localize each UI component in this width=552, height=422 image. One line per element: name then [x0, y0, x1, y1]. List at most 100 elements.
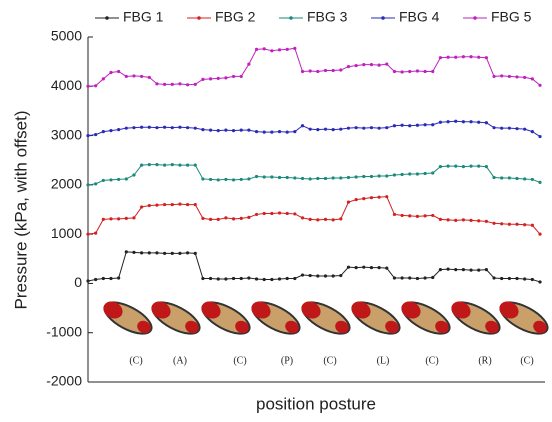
data-point: [454, 268, 458, 272]
data-point: [201, 128, 205, 132]
data-point: [185, 83, 190, 87]
data-point: [109, 178, 113, 182]
data-point: [178, 202, 182, 206]
y-tick-label: -1000: [46, 323, 82, 339]
data-point: [385, 126, 389, 130]
data-point: [101, 217, 105, 221]
data-point: [523, 75, 527, 80]
data-point: [369, 126, 374, 130]
data-point: [185, 163, 190, 167]
data-point: [247, 276, 251, 280]
data-point: [454, 164, 458, 168]
data-point: [354, 198, 358, 202]
data-point: [231, 74, 236, 79]
data-point: [247, 177, 251, 181]
data-point: [538, 232, 542, 236]
data-point: [415, 69, 420, 73]
insole-images: [98, 295, 552, 341]
data-point: [362, 197, 366, 201]
data-point: [132, 126, 136, 130]
data-point: [262, 130, 266, 134]
legend-label: FBG 2: [215, 9, 256, 25]
data-point: [400, 123, 404, 127]
data-point: [109, 217, 113, 221]
data-point: [101, 77, 105, 81]
posture-label: (C): [129, 355, 142, 366]
data-point: [201, 216, 205, 220]
data-point: [216, 76, 220, 80]
data-point: [323, 68, 328, 73]
data-point: [408, 214, 412, 218]
data-point: [124, 126, 128, 130]
legend-marker: [197, 16, 201, 20]
data-point: [461, 218, 465, 222]
data-point: [538, 83, 542, 87]
data-point: [523, 277, 527, 281]
data-point: [507, 276, 511, 281]
data-point: [323, 176, 328, 181]
data-point: [86, 84, 90, 88]
data-point: [469, 55, 473, 59]
data-point: [277, 130, 282, 134]
data-point: [492, 221, 496, 225]
data-point: [132, 216, 136, 220]
data-point: [339, 127, 343, 131]
data-point: [523, 223, 527, 227]
x-axis-label: position posture: [256, 394, 376, 413]
data-point: [147, 203, 151, 208]
data-point: [538, 280, 542, 284]
data-point: [94, 277, 98, 282]
data-point: [140, 125, 144, 129]
data-point: [147, 75, 151, 80]
data-point: [163, 82, 167, 86]
y-axis-label: Pressure (kPa, with offset): [11, 110, 30, 309]
y-tick-label: 1000: [51, 225, 82, 241]
data-point: [477, 219, 481, 223]
data-point: [469, 268, 473, 272]
y-tick-label: 5000: [51, 28, 82, 44]
data-point: [101, 130, 105, 134]
data-point: [346, 200, 351, 204]
data-point: [408, 124, 412, 128]
data-point: [477, 164, 481, 168]
data-point: [354, 175, 358, 179]
data-point: [423, 214, 427, 218]
data-point: [262, 175, 266, 179]
data-point: [270, 175, 274, 179]
y-tick-label: -2000: [46, 373, 82, 389]
data-point: [385, 195, 389, 199]
data-point: [346, 175, 351, 180]
data-point: [316, 69, 320, 74]
data-point: [155, 126, 159, 130]
data-point: [270, 49, 274, 53]
data-point: [431, 171, 435, 175]
data-point: [530, 77, 534, 81]
y-tick-label: 3000: [51, 126, 82, 142]
data-point: [231, 178, 236, 182]
data-point: [377, 174, 381, 178]
data-point: [400, 213, 404, 218]
data-point: [293, 176, 297, 180]
posture-label: (R): [478, 355, 491, 366]
data-point: [300, 176, 305, 181]
data-point: [208, 77, 213, 81]
data-point: [484, 219, 488, 223]
data-point: [438, 217, 443, 221]
legend-marker: [105, 16, 109, 20]
legend-marker: [381, 16, 385, 20]
data-point: [247, 215, 251, 219]
data-point: [446, 55, 450, 59]
data-point: [369, 266, 374, 270]
data-point: [323, 217, 328, 221]
data-point: [178, 163, 182, 167]
data-point: [239, 128, 243, 132]
data-point: [216, 178, 220, 182]
data-point: [369, 196, 374, 200]
series-line: [87, 251, 541, 283]
data-point: [385, 266, 389, 270]
data-point: [423, 171, 427, 176]
data-point: [270, 130, 274, 134]
series-line: [87, 47, 541, 87]
legend-marker: [473, 16, 477, 20]
